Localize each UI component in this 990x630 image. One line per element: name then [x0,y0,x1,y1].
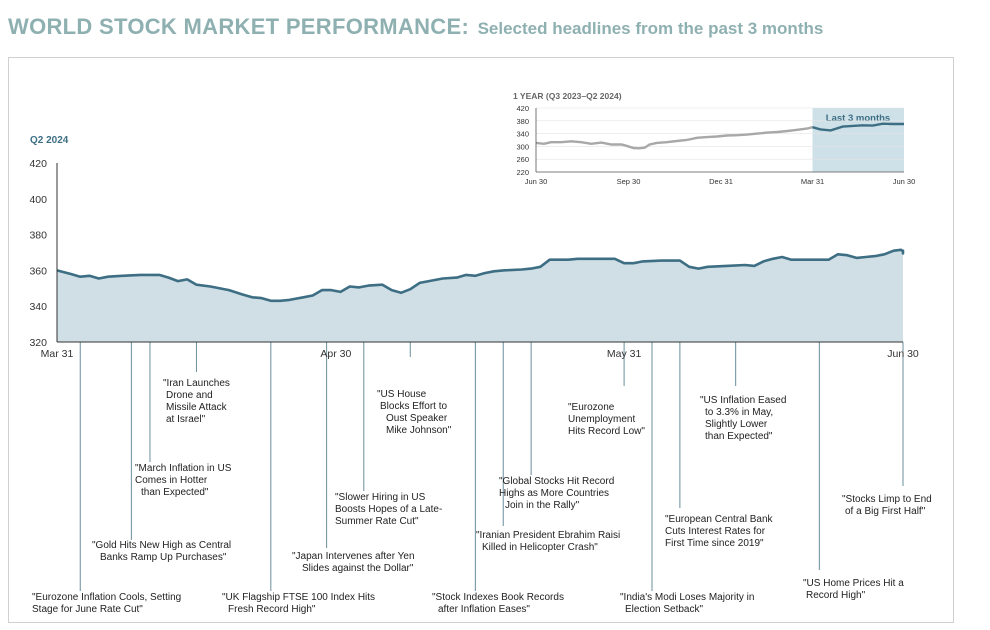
headline-annotation: "Global Stocks Hit Record Highs as More C… [499,476,614,511]
main-chart-title: Q2 2024 [30,135,69,146]
inset-x-tick-label: Mar 31 [801,177,824,186]
headline-annotation: "March Inflation in US Comes in Hotter tha… [135,463,232,498]
headline-annotation: "European Central Bank Cuts Interest Rate… [665,514,774,549]
inset-series-line-past [535,126,813,150]
inset-y-tick-label: 340 [516,130,529,139]
inset-highlight-region [812,108,904,172]
headline-annotation: "Japan Intervenes after Yen Slides agains… [292,551,415,574]
title-main: WORLD STOCK MARKET PERFORMANCE: [8,14,470,39]
main-x-tick-label: Apr 30 [320,348,351,360]
chart-title: WORLD STOCK MARKET PERFORMANCE: Selected… [8,14,823,40]
headline-annotation: "Gold Hits New High as Central Banks Ramp… [92,540,231,563]
main-series-line [56,248,905,303]
headline-annotation: "Slower Hiring in US Boosts Hopes of a La… [335,492,442,527]
chart-panel [8,57,954,623]
inset-highlight-label: Last 3 months [826,113,890,124]
headline-annotation: "India's Modi Loses Majority in Election … [620,592,754,615]
headline-annotation: "Iran Launches Drone and Missile Attack at … [163,378,230,425]
main-y-tick-label: 420 [29,158,47,170]
inset-x-tick-label: Dec 31 [709,177,733,186]
main-y-tick-label: 360 [29,265,47,277]
headline-annotation: "US House Blocks Effort to Oust Speaker Mik… [377,389,452,436]
title-subtitle: Selected headlines from the past 3 month… [477,19,824,38]
inset-chart-title: 1 YEAR (Q3 2023–Q2 2024) [513,91,622,101]
inset-x-tick-label: Jun 30 [525,177,548,186]
inset-x-tick-label: Jun 30 [893,177,916,186]
inset-y-tick-label: 260 [516,155,529,164]
headline-annotation: "US Inflation Eased to 3.3% in May, Slight… [700,395,786,442]
headline-annotation: "US Home Prices Hit a Record High" [803,578,904,601]
headline-annotation: "UK Flagship FTSE 100 Index Hits Fresh Re… [222,592,375,615]
inset-series-line-recent [812,122,904,132]
main-area-fill [57,249,903,342]
headline-annotation: "Eurozone Inflation Cools, Setting Stage … [32,592,181,615]
main-x-tick-label: May 31 [607,348,642,360]
main-y-tick-label: 340 [29,301,47,313]
main-y-tick-label: 400 [29,194,47,206]
main-y-tick-label: 380 [29,230,47,242]
main-y-tick-label: 320 [29,337,47,349]
headline-annotation: "Iranian President Ebrahim Raisi Killed i… [476,530,620,553]
inset-y-tick-label: 420 [516,104,529,113]
inset-y-tick-label: 380 [516,117,529,126]
main-x-tick-label: Mar 31 [41,348,74,360]
inset-y-tick-label: 220 [516,168,529,177]
headline-annotation: "Stock Indexes Book Records after Inflati… [432,592,564,615]
main-x-tick-label: Jun 30 [887,348,919,360]
inset-y-tick-label: 300 [516,142,529,151]
headline-annotation: "Stocks Limp to End of a Big First Half" [842,494,932,517]
headline-annotation: "Eurozone Unemployment Hits Record Low" [568,402,645,437]
inset-x-tick-label: Sep 30 [617,177,641,186]
